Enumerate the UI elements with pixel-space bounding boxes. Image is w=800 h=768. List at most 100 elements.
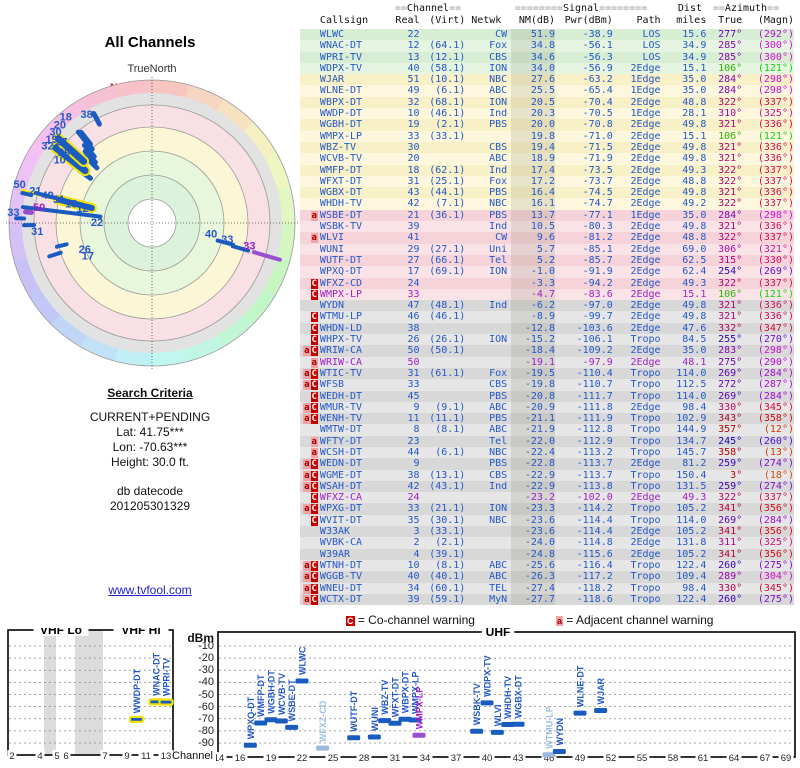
warning-markers: C: [300, 334, 318, 346]
true-north-label: TrueNorth: [127, 63, 177, 75]
tvfool-link[interactable]: www.tvfool.com: [108, 583, 192, 597]
station-signal-bar: [274, 718, 288, 724]
cell-true-az: 321°: [718, 221, 743, 233]
cell-path: Tropo: [630, 480, 661, 492]
cell-callsign: WMPX-LP: [319, 130, 363, 142]
cell-virt: (25.1): [429, 175, 466, 187]
cell-path: 2Edge: [630, 130, 661, 142]
cell-callsign: WENH-TV: [319, 413, 363, 425]
cell-path: 2Edge: [630, 141, 661, 153]
dbm-tick-label: -50: [198, 688, 214, 701]
cell-pwr: -94.2: [582, 277, 613, 289]
cell-miles: 145.7: [676, 446, 707, 458]
radar-ring: [80, 151, 224, 295]
cell-nm: -20.8: [511, 390, 555, 402]
cell-true-az: 321°: [718, 153, 743, 165]
column-header: Pwr(dBm): [564, 14, 613, 26]
cell-netwk: CW: [495, 232, 508, 244]
station-signal-bar: [347, 735, 361, 741]
co-channel-icon: C: [310, 414, 318, 425]
cell-pwr: -111.9: [576, 413, 613, 425]
cell-virt: [420, 436, 466, 447]
cell-true-az: 310°: [718, 108, 743, 120]
radar-signal-bar: [33, 190, 58, 200]
band-title: UHF: [486, 628, 511, 639]
search-criteria-heading: Search Criteria: [107, 386, 193, 400]
radar-rim-sector: [277, 185, 295, 223]
cell-real: 20: [407, 153, 420, 165]
warning-markers: [300, 549, 318, 560]
cell-callsign: WUNI: [319, 243, 345, 255]
cell-pwr: -109.2: [576, 345, 613, 357]
co-channel-icon: C: [310, 459, 318, 470]
cell-miles: 48.8: [682, 175, 707, 187]
dbm-axis-label: dBm: [187, 631, 214, 645]
cell-path: 2Edge: [630, 277, 661, 289]
cell-true-az: 315°: [718, 254, 743, 266]
cell-miles: 15.1: [682, 62, 707, 74]
dbm-tick-label: -40: [198, 676, 214, 689]
cell-netwk: Tel: [489, 435, 508, 447]
cell-miles: 49.2: [682, 198, 707, 210]
cell-netwk: [465, 311, 511, 322]
co-channel-icon: C: [310, 346, 318, 357]
cell-path: 2Edge: [630, 232, 661, 244]
cell-true-az: 322°: [718, 96, 743, 108]
cell-netwk: ION: [489, 334, 508, 346]
co-channel-icon: C: [310, 493, 318, 504]
cell-callsign: WRIW-CA: [319, 356, 363, 368]
warning-markers: C: [300, 323, 318, 334]
station-label: WMPX-LP: [411, 671, 421, 714]
cell-pwr: -118.6: [576, 593, 613, 605]
cell-callsign: WVIT-DT: [319, 514, 363, 526]
station-signal-bar: [408, 717, 422, 723]
station-signal-bar: [501, 721, 515, 727]
cell-callsign: WFTY-DT: [319, 435, 363, 447]
cell-real: 39: [407, 221, 420, 233]
cell-virt: (27.1): [429, 243, 466, 255]
cell-magn-az: (330°): [757, 254, 794, 266]
warning-markers: [300, 198, 318, 209]
cell-nm: -12.8: [511, 322, 555, 335]
cell-path: 2Edge: [630, 164, 661, 176]
cell-real: 11: [407, 413, 420, 425]
radar-rim-sector: [13, 151, 40, 190]
cell-magn-az: (298°): [757, 74, 794, 86]
cell-true-az: 272°: [718, 379, 743, 391]
cell-magn-az: (284°): [757, 367, 794, 379]
cell-magn-az: (336°): [757, 141, 794, 153]
cell-magn-az: (298°): [757, 85, 794, 97]
cell-nm: -21.9: [511, 424, 555, 436]
cell-path: 1Edge: [630, 74, 661, 86]
cell-magn-az: (274°): [757, 480, 794, 492]
cell-pwr: -56.3: [582, 51, 613, 63]
cell-real: 9: [413, 458, 420, 470]
channel-tick-label: 43: [513, 753, 524, 764]
cell-true-az: 341°: [718, 526, 743, 538]
station-signal-bar: [264, 717, 278, 723]
cell-pwr: -85.7: [582, 254, 613, 266]
cell-miles: 48.8: [682, 96, 707, 108]
cell-true-az: 106°: [718, 130, 743, 142]
dbm-tick-label: -80: [198, 724, 214, 737]
cell-real: 13: [407, 51, 420, 63]
cell-path: LOS: [642, 51, 661, 63]
cell-virt: (2.1): [435, 537, 466, 549]
adjacent-channel-icon: a: [303, 368, 311, 379]
cell-pwr: -113.7: [576, 469, 613, 481]
table-row: WLNE-DT 49 (6.1) ABC 25.5 -65.4 1Edge 35.0 284° (…: [300, 85, 794, 97]
cell-netwk: Ind: [489, 108, 508, 120]
radar-signal-bar: [20, 191, 34, 198]
radar-signal-bar: [55, 196, 95, 212]
column-header: (Magn): [757, 14, 794, 26]
cell-nm: -27.4: [511, 582, 555, 594]
cell-virt: (61.1): [429, 367, 466, 379]
cell-true-az: 259°: [718, 458, 743, 470]
cell-real: 12: [407, 40, 420, 52]
table-row: WDPX-TV 40 (58.1) ION 34.0 -56.9 2Edge 15.1 106°…: [300, 62, 794, 75]
cell-magn-az: (298°): [757, 209, 794, 221]
cell-netwk: CBS: [489, 379, 508, 391]
cell-pwr: -74.7: [582, 198, 613, 210]
